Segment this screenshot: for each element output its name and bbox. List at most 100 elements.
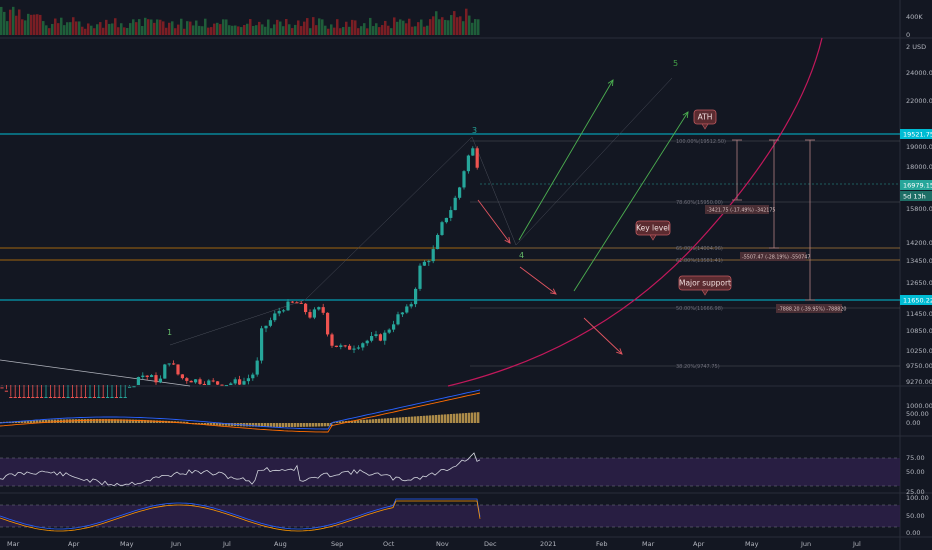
volume-bar: [360, 26, 363, 35]
volume-bar: [228, 25, 231, 35]
volume-bar: [105, 19, 108, 35]
arrow-down-2: [519, 266, 557, 295]
volume-bar: [438, 19, 441, 35]
volume-bar: [330, 24, 333, 35]
volume-bar: [447, 20, 450, 35]
volume-bar: [264, 26, 267, 35]
price-tick-1: 22000.00: [906, 97, 932, 105]
indicators: [0, 389, 481, 532]
volume-bar: [453, 11, 456, 35]
candle-28: [123, 385, 127, 398]
volume-bar: [207, 27, 210, 35]
volume-bar: [183, 28, 186, 35]
countdown-badge: [900, 191, 932, 201]
measure-box-1: [740, 252, 806, 261]
ath-price-badge: [900, 129, 932, 139]
macd-histogram-bar: [468, 412, 471, 423]
macd-histogram-bar: [351, 420, 354, 423]
current-price-badge-text: 16979.15: [903, 182, 932, 190]
volume-bar: [48, 28, 51, 35]
volume-bar: [471, 22, 474, 35]
candle-9: [40, 385, 44, 398]
volume-bar: [75, 21, 78, 35]
wave-label-1: 1: [167, 328, 172, 337]
candle-90: [396, 311, 400, 326]
macd-histogram-bar: [285, 423, 288, 427]
volume-bar: [108, 23, 111, 35]
macd-histogram-bar: [315, 423, 318, 427]
macd-histogram-bar: [408, 416, 411, 423]
volume-bar: [456, 17, 459, 35]
macd-histogram-bar: [204, 423, 207, 425]
candle-11: [48, 385, 52, 398]
time-axis: Mar Apr May Jun Jul Aug Sep Oct Nov Dec 2021 Feb Mar…: [7, 540, 861, 548]
volume-bar: [234, 25, 237, 35]
volume-bar: [249, 19, 252, 35]
rsi-line: [0, 452, 481, 487]
volume-bar: [24, 20, 27, 35]
candle-38: [167, 363, 171, 367]
volume-bar: [72, 17, 75, 35]
macd-histogram-bar: [297, 423, 300, 427]
volume-tick-0: 400K: [906, 13, 923, 21]
macd-histogram-bar: [396, 417, 399, 423]
candle-24: [106, 385, 110, 398]
macd-histogram-bar: [231, 423, 234, 426]
volume-bar: [162, 21, 165, 35]
candle-53: [233, 377, 237, 385]
macd-histogram-bar: [36, 420, 39, 423]
time-tick-2: May: [120, 540, 134, 548]
candle-41: [180, 374, 184, 380]
macd-histogram-bar: [339, 421, 342, 423]
candle-69: [304, 303, 308, 315]
time-tick-16: Jul: [852, 540, 861, 548]
macd-tick-1: 500.00: [906, 410, 929, 418]
arrow-down-1: [477, 199, 511, 244]
volume-bar: [81, 26, 84, 35]
macd-histogram-bar: [105, 419, 108, 423]
candle-48: [211, 378, 215, 383]
volume-bar: [126, 27, 129, 35]
wave-label-3: 3: [472, 126, 477, 135]
volume-bar: [375, 23, 378, 35]
macd-histogram-bar: [219, 423, 222, 426]
volume-bar: [300, 26, 303, 35]
macd-histogram-bar: [30, 420, 33, 423]
macd-histogram-bar: [477, 412, 480, 423]
volume-bar: [465, 8, 468, 36]
candle-99: [436, 233, 440, 250]
volume-bar: [69, 22, 72, 35]
candle-85: [374, 330, 378, 338]
volume-bar: [279, 21, 282, 35]
volume-bar: [90, 25, 93, 35]
volume-bar: [324, 25, 327, 35]
time-tick-4: Jul: [222, 540, 231, 548]
measure-label-0: -3421.75 (-17.49%) -342175: [707, 208, 775, 214]
measure-bracket-2: [805, 139, 815, 301]
volume-bar: [441, 17, 444, 35]
volume-bar: [444, 19, 447, 35]
candle-47: [207, 379, 211, 385]
volume-bar: [294, 24, 297, 35]
volume-bar: [222, 19, 225, 35]
volume-bar: [120, 23, 123, 35]
macd-histogram-bar: [381, 418, 384, 423]
time-tick-10: 2021: [540, 540, 557, 548]
price-tick-3: 18000.00: [906, 163, 932, 171]
volume-bar: [477, 19, 480, 35]
macd-histogram-bar: [378, 418, 381, 423]
price-tick-2: 19000.00: [906, 143, 932, 151]
volume-bar: [429, 19, 432, 35]
volume-bar: [420, 19, 423, 35]
candle-34: [150, 374, 154, 378]
measure-box-2: [776, 304, 842, 313]
rsi-tick-1: 50.00: [906, 468, 925, 476]
major-support-callout-text: Major support: [679, 279, 731, 288]
time-tick-0: Mar: [7, 540, 20, 548]
volume-bar: [177, 24, 180, 35]
candle-64: [282, 309, 286, 313]
macd-histogram-bar: [270, 423, 273, 427]
fib-label-0: 100.00%(19512.50): [676, 139, 726, 145]
macd-histogram-bar: [324, 423, 327, 427]
candle-79: [348, 344, 352, 350]
